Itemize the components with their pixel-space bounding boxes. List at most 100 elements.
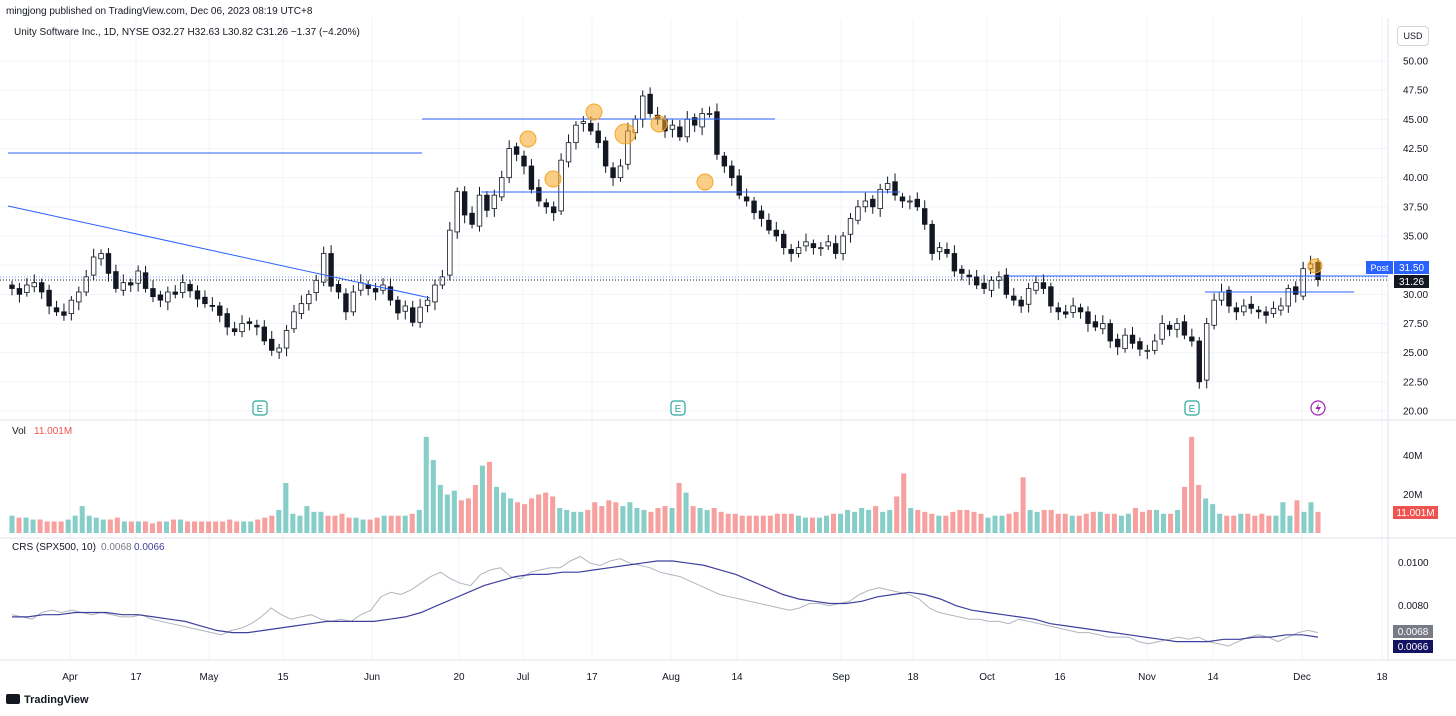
candle bbox=[795, 240, 802, 258]
volume-bar bbox=[557, 508, 563, 533]
earnings-marker[interactable]: E bbox=[1184, 400, 1200, 416]
candle bbox=[239, 315, 245, 338]
volume-bar bbox=[599, 506, 605, 533]
volume-bar bbox=[1111, 513, 1117, 533]
volume-bar bbox=[964, 509, 970, 533]
dividend-split-icon[interactable] bbox=[1310, 400, 1326, 416]
post-price-tag: Post 31.50 bbox=[1366, 261, 1429, 274]
volume-bar bbox=[704, 509, 710, 533]
publisher-line: mingjong published on TradingView.com, D… bbox=[6, 6, 313, 17]
candle bbox=[395, 296, 401, 320]
candle bbox=[417, 298, 423, 328]
crs-tick-0080: 0.0080 bbox=[1398, 601, 1429, 612]
earnings-marker[interactable]: E bbox=[252, 400, 268, 416]
volume-bar bbox=[177, 519, 184, 533]
candle bbox=[543, 198, 549, 214]
volume-bar bbox=[1273, 515, 1279, 533]
candle bbox=[729, 160, 735, 186]
volume-bar bbox=[409, 513, 415, 533]
volume-bar bbox=[936, 515, 942, 533]
post-value: 31.50 bbox=[1399, 263, 1424, 274]
time-tick: 17 bbox=[130, 672, 142, 683]
volume-bar bbox=[1139, 511, 1145, 533]
volume-bar bbox=[627, 502, 633, 533]
volume-bar bbox=[72, 515, 78, 533]
time-tick: Oct bbox=[979, 672, 995, 683]
candle bbox=[1077, 303, 1084, 319]
candle bbox=[855, 199, 861, 225]
candle bbox=[1211, 293, 1217, 330]
volume-bar bbox=[648, 511, 654, 533]
volume-bar bbox=[901, 473, 907, 533]
candle bbox=[981, 274, 987, 294]
volume-bar bbox=[620, 506, 626, 533]
candle bbox=[1033, 275, 1039, 295]
volume-bar bbox=[1132, 508, 1138, 533]
volume-bar bbox=[1280, 502, 1286, 533]
candle bbox=[996, 271, 1002, 289]
tradingview-brand[interactable]: TradingView bbox=[6, 694, 89, 706]
candle bbox=[1226, 286, 1232, 313]
volume-bar bbox=[1245, 513, 1251, 533]
volume-bar bbox=[838, 513, 844, 533]
candle bbox=[291, 304, 297, 333]
volume-value: 11.001M bbox=[1396, 508, 1434, 519]
volume-bar bbox=[381, 515, 387, 533]
time-tick: Sep bbox=[832, 672, 850, 683]
candle bbox=[499, 170, 505, 201]
symbol-line[interactable]: Unity Software Inc., 1D, NYSE bbox=[14, 27, 150, 38]
candle bbox=[647, 87, 653, 118]
volume-bar bbox=[339, 513, 345, 533]
volume-bar bbox=[823, 515, 830, 533]
candle bbox=[721, 152, 728, 173]
volume-bar bbox=[79, 506, 85, 533]
volume-bar bbox=[529, 498, 535, 533]
volume-bar bbox=[185, 521, 191, 533]
volume-bar bbox=[325, 515, 331, 533]
volume-bar bbox=[437, 484, 443, 533]
volume-bar bbox=[725, 513, 731, 533]
volume-bar bbox=[1097, 511, 1103, 533]
candle bbox=[1122, 328, 1128, 353]
candle bbox=[870, 195, 876, 214]
highlight-circle bbox=[519, 130, 537, 148]
price-tick: 30.00 bbox=[1403, 290, 1428, 301]
candle bbox=[172, 285, 178, 299]
highlight-circle bbox=[650, 115, 668, 133]
candle bbox=[380, 278, 386, 295]
candle bbox=[521, 150, 527, 175]
candle bbox=[283, 325, 290, 357]
candle bbox=[1063, 304, 1069, 319]
earnings-marker[interactable]: E bbox=[670, 400, 686, 416]
volume-bar bbox=[1034, 511, 1040, 533]
price-axis-ticks: 50.0047.5045.0042.5040.0037.5035.0032.50… bbox=[1403, 57, 1428, 418]
time-tick: 16 bbox=[1054, 672, 1066, 683]
candle bbox=[1100, 315, 1106, 335]
currency-button[interactable]: USD bbox=[1397, 26, 1429, 46]
candle bbox=[31, 274, 37, 293]
volume-bar bbox=[655, 508, 661, 533]
time-tick: Nov bbox=[1138, 672, 1156, 683]
volume-bar bbox=[852, 511, 858, 533]
candle bbox=[573, 121, 579, 150]
volume-bar bbox=[894, 496, 900, 533]
candle bbox=[246, 317, 253, 331]
volume-bar bbox=[1175, 509, 1181, 533]
candle bbox=[231, 321, 238, 336]
candle bbox=[454, 187, 460, 239]
candle bbox=[558, 153, 564, 215]
volume-bar bbox=[395, 515, 401, 533]
volume-bar bbox=[859, 508, 865, 533]
volume-bar bbox=[767, 515, 773, 533]
candle bbox=[350, 285, 357, 316]
volume-bar bbox=[23, 517, 29, 533]
volume-bar bbox=[388, 515, 394, 533]
volume-bar bbox=[676, 483, 682, 533]
volume-bar bbox=[1259, 513, 1265, 533]
volume-bar bbox=[866, 509, 872, 533]
candle bbox=[1263, 306, 1269, 324]
volume-bar bbox=[402, 515, 408, 533]
volume-bar bbox=[746, 515, 752, 533]
price-tick: 25.00 bbox=[1403, 348, 1428, 359]
